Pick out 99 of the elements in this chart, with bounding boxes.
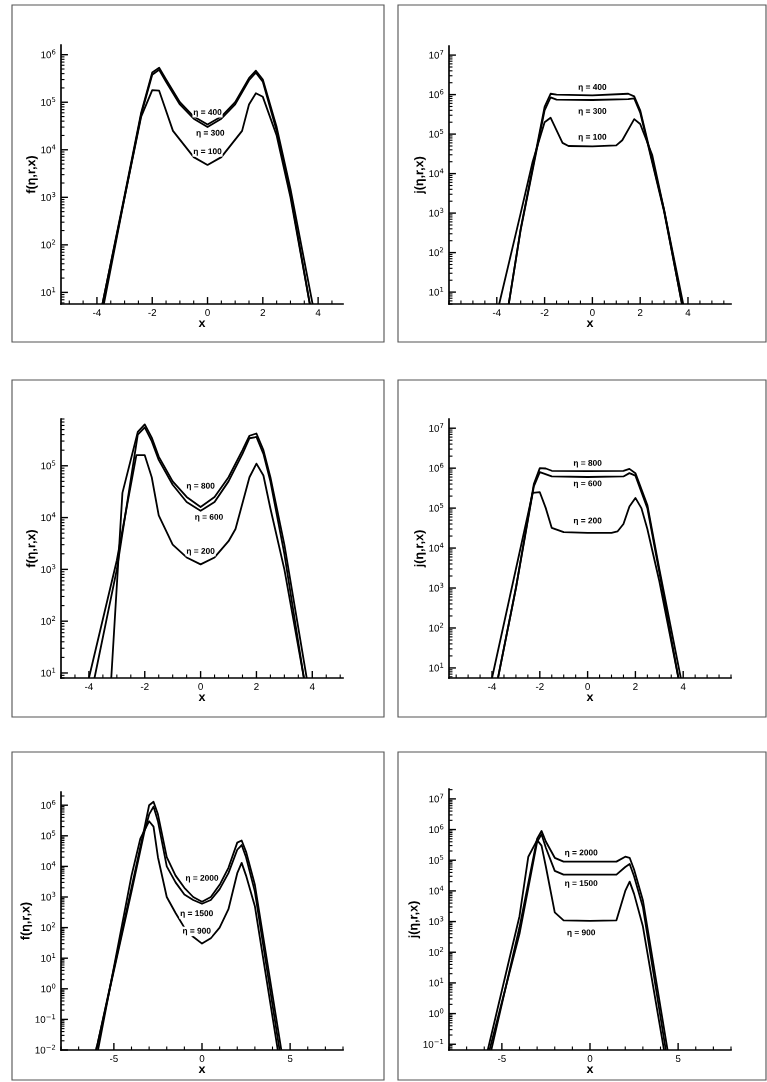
x-axis-title: x: [198, 694, 206, 701]
x-tick-label: -2: [140, 683, 149, 690]
y-axis-title: j(η,r,x): [408, 901, 421, 939]
x-tick-label: 0: [199, 1055, 205, 1062]
y-tick-label: 10$^{1}$: [41, 287, 56, 296]
y-tick-label: 10$^{4}$: [429, 542, 444, 552]
y-tick-label: 10$^{4}$: [41, 861, 56, 870]
x-tick-label: -5: [497, 1055, 506, 1062]
annotation: η = 300: [578, 108, 607, 116]
y-tick-label: 10$^{1}$: [429, 977, 444, 987]
y-tick-label: 10$^{4}$: [41, 144, 56, 154]
annotation: η = 400: [578, 83, 607, 92]
y-tick-label: 10$^{5}$: [41, 97, 56, 106]
x-tick-label: -5: [109, 1055, 118, 1062]
annotation: η = 900: [567, 929, 596, 938]
annotation: η = 400: [193, 109, 222, 117]
x-tick-label: -4: [93, 309, 101, 316]
y-tick-label: 10$^{4}$: [41, 512, 56, 522]
annotation: η = 600: [573, 480, 602, 488]
y-tick-label: 10$^{4}$: [429, 885, 444, 895]
y-tick-label: 10$^{1}$: [429, 662, 444, 672]
x-tick-label: 0: [585, 683, 590, 690]
y-tick-label: 10$^{1}$: [429, 286, 444, 296]
y-tick-label: 10$^{3}$: [41, 564, 56, 573]
x-tick-label: -2: [535, 683, 544, 690]
y-tick-label: 10$^{2}$: [429, 622, 444, 632]
annotation: η = 600: [195, 513, 223, 522]
x-tick-label: 4: [309, 683, 315, 690]
annotation: η = 200: [573, 517, 602, 526]
annotation: η = 2000: [565, 849, 598, 858]
annotation: η = 300: [196, 129, 225, 138]
x-tick-label: 0: [205, 309, 210, 316]
x-tick-label: 2: [260, 309, 266, 316]
y-tick-label: 10$^{2}$: [41, 922, 56, 932]
x-axis-title: x: [586, 694, 594, 701]
y-axis-title: j(η,r,x): [414, 530, 426, 568]
y-tick-label: 10$^{3}$: [41, 191, 56, 201]
y-tick-label: 10$^{3}$: [429, 916, 444, 926]
x-tick-label: 4: [685, 309, 691, 316]
x-axis-title: x: [586, 1066, 594, 1073]
annotation: η = 800: [186, 482, 215, 491]
y-tick-label: 10$^{2}$: [41, 239, 56, 249]
y-tick-label: 10$^{2}$: [429, 247, 444, 257]
y-tick-label: 10$^{−2}$: [35, 1044, 56, 1054]
y-tick-label: 10$^{6}$: [429, 462, 444, 472]
annotation: η = 800: [573, 459, 602, 468]
x-tick-label: 4: [315, 309, 321, 316]
x-tick-label: 5: [287, 1055, 293, 1062]
x-tick-label: -4: [492, 309, 501, 316]
y-axis-title: f(η,r,x): [26, 156, 38, 194]
y-tick-label: 10$^{3}$: [429, 207, 444, 217]
y-tick-label: 10$^{−1}$: [35, 1014, 56, 1023]
y-axis-title: j(η,r,x): [414, 156, 426, 194]
x-tick-label: 0: [198, 683, 203, 690]
annotation: η = 1500: [565, 880, 598, 888]
y-tick-label: 10$^{3}$: [41, 891, 56, 901]
y-tick-label: 10$^{6}$: [41, 799, 56, 809]
annotation: η = 900: [182, 927, 211, 936]
x-tick-label: 2: [637, 309, 643, 316]
y-axis-title: f(η,r,x): [20, 902, 33, 940]
y-axis-title: f(η,r,x): [26, 530, 38, 568]
y-tick-label: 10$^{5}$: [41, 830, 56, 840]
y-tick-label: 10$^{3}$: [429, 582, 444, 592]
y-tick-label: 10$^{5}$: [429, 502, 444, 512]
x-axis-title: x: [198, 320, 206, 327]
annotation: η = 100: [578, 133, 607, 142]
y-tick-label: 10$^{6}$: [429, 824, 444, 834]
annotation: η = 2000: [185, 874, 219, 883]
x-tick-label: -2: [540, 309, 549, 316]
y-tick-label: 10$^{1}$: [41, 952, 56, 962]
y-tick-label: 10$^{−1}$: [423, 1039, 444, 1048]
y-tick-label: 10$^{2}$: [41, 615, 56, 625]
y-tick-label: 10$^{4}$: [429, 168, 444, 178]
y-tick-label: 10$^{0}$: [41, 983, 56, 993]
y-tick-label: 10$^{5}$: [429, 128, 444, 138]
x-tick-label: 2: [633, 683, 638, 690]
x-axis-title: x: [586, 320, 594, 327]
annotation: η = 100: [193, 148, 222, 156]
x-tick-label: 0: [590, 309, 595, 316]
x-tick-label: 0: [587, 1055, 593, 1062]
y-tick-label: 10$^{5}$: [41, 460, 56, 470]
y-tick-label: 10$^{6}$: [41, 49, 56, 59]
y-tick-label: 10$^{7}$: [429, 793, 444, 803]
annotation: η = 200: [186, 547, 215, 556]
y-tick-label: 10$^{6}$: [429, 89, 444, 99]
x-axis-title: x: [198, 1066, 206, 1073]
x-tick-label: 2: [254, 683, 259, 690]
x-tick-label: -4: [85, 683, 93, 690]
x-tick-label: -2: [148, 309, 157, 316]
x-tick-label: -4: [488, 683, 497, 690]
y-tick-label: 10$^{7}$: [429, 422, 444, 432]
x-tick-label: 5: [675, 1055, 681, 1062]
annotation: η = 1500: [180, 910, 213, 918]
y-tick-label: 10$^{0}$: [429, 1008, 444, 1018]
y-tick-label: 10$^{1}$: [41, 667, 56, 677]
x-tick-label: 4: [680, 683, 686, 690]
y-tick-label: 10$^{5}$: [429, 855, 444, 864]
y-tick-label: 10$^{2}$: [429, 946, 444, 956]
y-tick-label: 10$^{7}$: [429, 49, 444, 59]
